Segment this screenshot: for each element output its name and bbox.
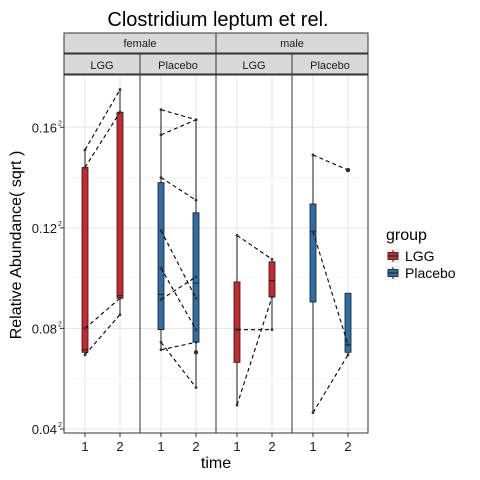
pair-line [312, 354, 349, 413]
facet-strip-label-female-placebo: Placebo [158, 60, 198, 72]
facet-strip-label-male: male [280, 38, 304, 50]
x-tick-label: 1 [233, 439, 240, 454]
box-body [233, 281, 241, 363]
data-point [194, 328, 198, 332]
data-point [83, 353, 87, 357]
box-body [81, 167, 89, 353]
chart-title: Clostridium leptum et rel. [107, 9, 328, 31]
data-point [159, 108, 163, 112]
y-tick-label-exponent: 2 [58, 221, 62, 228]
data-point [83, 148, 87, 152]
panel-background-male-placebo [292, 75, 368, 433]
pair-line [312, 154, 349, 171]
pair-line [160, 109, 197, 121]
y-tick-label-exponent: 2 [58, 120, 62, 127]
facet-strip-label-male-placebo: Placebo [310, 60, 350, 72]
legend-title: group [386, 227, 427, 244]
data-point [118, 296, 122, 300]
facet-strip-label-female: female [123, 38, 156, 50]
data-point [311, 411, 315, 415]
pair-line [160, 230, 197, 299]
data-point [194, 198, 198, 202]
panel-background-female-lgg [64, 75, 140, 433]
y-tick-label-exponent: 2 [58, 422, 62, 429]
data-point [118, 88, 122, 91]
data-point [235, 403, 239, 407]
y-tick-label: 0.08 [32, 321, 57, 336]
facet-strip-male [215, 32, 369, 54]
panel-background-female-placebo [140, 75, 216, 433]
legend-label-lgg: LGG [405, 248, 435, 264]
x-tick-label: 1 [81, 439, 88, 454]
data-point [83, 166, 87, 169]
data-point [311, 153, 315, 157]
pair-line [84, 314, 121, 356]
x-tick-label: 2 [192, 439, 199, 454]
x-tick-label: 2 [116, 439, 123, 454]
y-tick-label: 0.12 [32, 221, 57, 236]
data-point [194, 340, 198, 344]
box-body [344, 292, 352, 353]
facet-strip-label-male-lgg: LGG [242, 60, 265, 72]
pair-line [160, 341, 197, 351]
panel-background-male-lgg [216, 75, 292, 433]
pair-line [84, 297, 121, 329]
y-tick-label: 0.04 [32, 422, 57, 437]
box-body [309, 203, 317, 303]
x-axis-title: time [201, 455, 231, 472]
data-point [346, 353, 350, 357]
data-point [118, 110, 122, 114]
x-tick-label: 1 [309, 439, 316, 454]
data-point [159, 266, 163, 270]
data-point [118, 313, 122, 316]
pair-line [236, 234, 273, 260]
data-point [270, 295, 274, 299]
outlier-point [193, 350, 199, 355]
data-point [194, 296, 198, 300]
facet-strip-male-placebo [291, 53, 369, 75]
data-point [159, 348, 163, 352]
data-point [159, 298, 163, 301]
data-point [159, 176, 163, 179]
data-point [159, 228, 163, 232]
pair-line [160, 119, 197, 136]
y-tick-label-exponent: 2 [58, 321, 62, 328]
data-point [83, 327, 87, 330]
data-point [159, 340, 163, 344]
data-point [346, 343, 350, 347]
data-point [194, 275, 198, 279]
legend-label-placebo: Placebo [405, 265, 456, 281]
data-point [159, 133, 163, 137]
data-point [194, 386, 198, 389]
facet-strip-label-female-lgg: LGG [90, 60, 113, 72]
outlier-point [345, 167, 351, 173]
box-body [157, 182, 165, 331]
y-axis-title: Relative Abundance( sqrt ) [8, 151, 25, 340]
box-body [116, 111, 124, 299]
pair-line [312, 231, 349, 345]
data-point [311, 230, 315, 234]
data-point [235, 233, 239, 237]
pair-line [84, 89, 121, 151]
pair-line [160, 341, 197, 388]
y-tick-label: 0.16 [32, 120, 57, 135]
data-point [270, 328, 274, 332]
x-tick-label: 2 [344, 439, 351, 454]
pair-line [84, 111, 121, 168]
panel-border-male-placebo [291, 74, 369, 434]
box-body [268, 261, 276, 298]
pair-line [236, 296, 273, 406]
x-tick-label: 1 [157, 439, 164, 454]
data-point [194, 118, 198, 122]
data-point [270, 257, 274, 261]
pair-line [160, 267, 197, 330]
data-point [235, 328, 239, 332]
x-tick-label: 2 [268, 439, 275, 454]
